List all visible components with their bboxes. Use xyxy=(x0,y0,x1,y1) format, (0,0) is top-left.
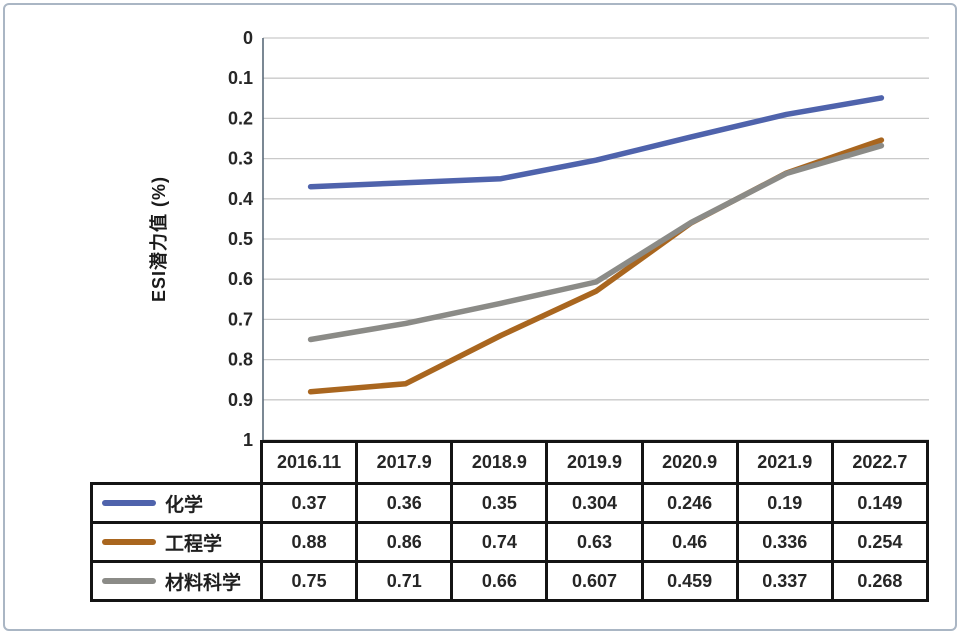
value-cell: 0.37 xyxy=(259,482,359,524)
series-line-材料科学 xyxy=(307,142,885,343)
y-tick-label: 1 xyxy=(243,430,253,450)
series-label-cell: 工程学 xyxy=(90,521,263,563)
column-header-year: 2018.9 xyxy=(450,440,549,485)
series-name: 化学 xyxy=(165,494,204,516)
value-cell: 0.19 xyxy=(735,482,834,524)
value-cell: 0.63 xyxy=(545,521,644,563)
value-cell: 0.254 xyxy=(830,521,930,563)
y-tick-label: 0.1 xyxy=(228,68,253,88)
y-tick-label: 0.8 xyxy=(228,350,253,370)
value-cell: 0.86 xyxy=(355,521,454,563)
value-cell: 0.71 xyxy=(355,560,454,602)
value-cell: 0.35 xyxy=(450,482,549,524)
y-tick-label: 0.9 xyxy=(228,390,253,410)
y-axis-tick-labels: 0 0.1 0.2 0.3 0.4 0.5 0.6 0.7 0.8 0.9 1 xyxy=(228,28,253,450)
y-axis-title: ESI潜力值 (%) xyxy=(148,176,169,302)
column-header-year: 2022.7 xyxy=(830,440,930,485)
y-tick-label: 0.5 xyxy=(228,229,253,249)
column-header-year: 2021.9 xyxy=(735,440,834,485)
value-cell: 0.304 xyxy=(545,482,644,524)
data-table: 2016.11 2017.9 2018.9 2019.9 2020.9 2021.9 202… xyxy=(90,440,930,602)
value-cell: 0.268 xyxy=(830,560,930,602)
table-row-化学: 化学 0.37 0.36 0.35 0.304 0.246 0.19 0.149 xyxy=(90,482,930,524)
column-header-year: 2020.9 xyxy=(640,440,739,485)
value-cell: 0.88 xyxy=(259,521,359,563)
value-cell: 0.246 xyxy=(640,482,739,524)
value-cell: 0.46 xyxy=(640,521,739,563)
column-header-year: 2016.11 xyxy=(259,440,359,485)
legend-line-swatch xyxy=(102,500,156,506)
value-cell: 0.75 xyxy=(259,560,359,602)
legend-line-swatch xyxy=(102,539,156,545)
series-name: 材料科学 xyxy=(165,572,242,594)
series-line-化学 xyxy=(307,95,885,190)
series-name: 工程学 xyxy=(165,533,223,555)
y-tick-label: 0.6 xyxy=(228,269,253,289)
series-label-cell: 材料科学 xyxy=(90,560,263,602)
column-header-year: 2017.9 xyxy=(355,440,454,485)
value-cell: 0.607 xyxy=(545,560,644,602)
data-series-lines xyxy=(307,95,885,395)
value-cell: 0.74 xyxy=(450,521,549,563)
value-cell: 0.336 xyxy=(735,521,834,563)
line-chart: 0 0.1 0.2 0.3 0.4 0.5 0.6 0.7 0.8 0.9 1 ESI潜力值 (%) xyxy=(148,28,929,450)
table-row-材料科学: 材料科学 0.75 0.71 0.66 0.607 0.459 0.337 0.268 xyxy=(90,560,930,602)
gridlines xyxy=(263,37,929,441)
legend-line-swatch xyxy=(102,578,156,584)
figure-frame: 0 0.1 0.2 0.3 0.4 0.5 0.6 0.7 0.8 0.9 1 ESI潜力值 (%)… xyxy=(3,3,957,631)
value-cell: 0.149 xyxy=(830,482,930,524)
y-tick-label: 0.2 xyxy=(228,108,253,128)
value-cell: 0.459 xyxy=(640,560,739,602)
value-cell: 0.66 xyxy=(450,560,549,602)
value-cell: 0.337 xyxy=(735,560,834,602)
table-header-row: 2016.11 2017.9 2018.9 2019.9 2020.9 2021.9 202… xyxy=(92,440,930,485)
y-tick-label: 0.7 xyxy=(228,309,253,329)
value-cell: 0.36 xyxy=(355,482,454,524)
y-tick-label: 0 xyxy=(243,28,253,48)
series-label-cell: 化学 xyxy=(90,482,263,524)
table-corner-blank xyxy=(92,442,262,484)
series-line-工程学 xyxy=(307,137,885,395)
y-tick-label: 0.3 xyxy=(228,149,253,169)
column-header-year: 2019.9 xyxy=(545,440,644,485)
table-row-工程学: 工程学 0.88 0.86 0.74 0.63 0.46 0.336 0.254 xyxy=(90,521,930,563)
y-tick-label: 0.4 xyxy=(228,189,253,209)
